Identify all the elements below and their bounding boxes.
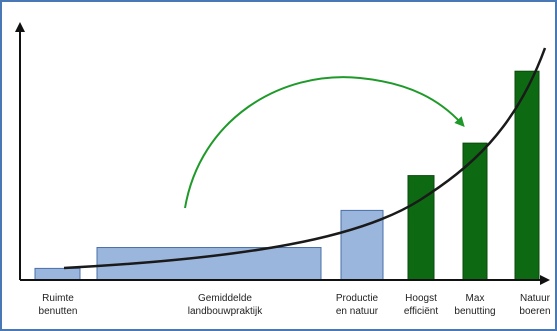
category-label-line: en natuur <box>336 306 379 317</box>
category-label-line: Ruimte <box>42 293 74 304</box>
category-label-line: Natuur <box>520 293 551 304</box>
category-label-line: Gemiddelde <box>198 293 252 304</box>
category-label-line: efficiënt <box>404 306 439 317</box>
category-label-line: Max <box>466 293 485 304</box>
trend-curve <box>63 47 547 270</box>
category-label-line: benutten <box>39 306 78 317</box>
category-label-line: benutting <box>454 306 495 317</box>
category-label-hoogst-efficient: Hoogst efficiënt <box>404 293 439 317</box>
bar-natuur-boeren <box>514 70 540 281</box>
category-label-line: boeren <box>519 306 550 317</box>
category-label-gemiddelde-landbouwpraktijk: Gemiddelde landbouwpraktijk <box>188 293 263 317</box>
category-label-max-benutting: Max benutting <box>454 293 495 317</box>
category-labels: Ruimte benutten Gemiddelde landbouwpraktijk… <box>39 293 551 317</box>
bar-hoogst-efficient <box>407 175 435 281</box>
y-axis-arrowhead-icon <box>15 22 25 32</box>
x-axis-arrowhead-icon <box>540 275 550 285</box>
bar-ruimte-benutten <box>34 267 81 281</box>
category-label-line: landbouwpraktijk <box>188 306 263 317</box>
bar-max-benutting <box>462 142 488 281</box>
growth-arrow <box>184 76 465 209</box>
category-label-line: Productie <box>336 293 379 304</box>
bars-group <box>34 70 540 281</box>
category-label-productie-en-natuur: Productie en natuur <box>336 293 379 317</box>
category-label-ruimte-benutten: Ruimte benutten <box>39 293 78 317</box>
category-label-natuur-boeren: Natuur boeren <box>519 293 550 317</box>
category-label-line: Hoogst <box>405 293 437 304</box>
